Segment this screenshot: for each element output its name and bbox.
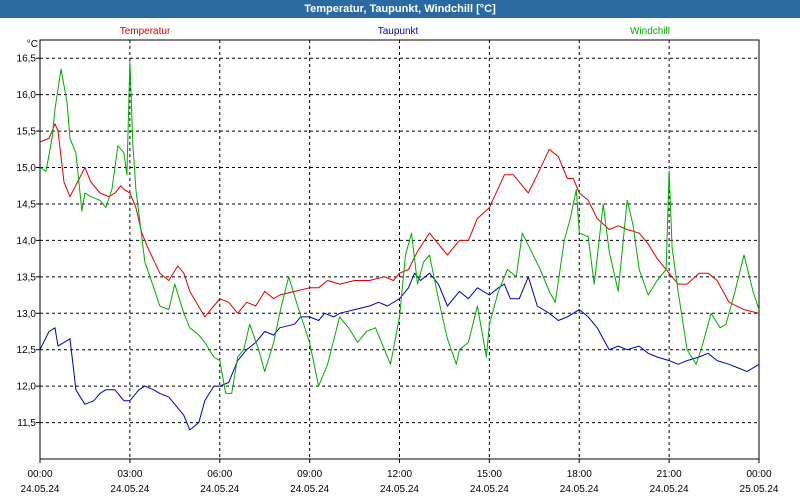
y-tick-label: 16,0 — [17, 90, 37, 101]
y-tick-label: 12,0 — [17, 382, 37, 393]
x-tick-time: 21:00 — [657, 469, 682, 480]
x-tick-date: 24.05.24 — [21, 484, 60, 495]
x-tick-date: 24.05.24 — [650, 484, 689, 495]
x-tick-time: 18:00 — [567, 469, 592, 480]
x-tick-time: 00:00 — [27, 469, 52, 480]
y-tick-label: 15,5 — [17, 127, 37, 138]
x-tick-time: 12:00 — [387, 469, 412, 480]
x-tick-date: 24.05.24 — [290, 484, 329, 495]
legend: Temperatur Taupunkt Windchill — [120, 26, 670, 37]
y-tick-label: 16,5 — [17, 54, 37, 65]
y-tick-label: 14,5 — [17, 199, 37, 210]
x-tick-time: 06:00 — [207, 469, 232, 480]
y-tick-label: 13,5 — [17, 272, 37, 283]
x-tick-date: 24.05.24 — [560, 484, 599, 495]
x-tick-date: 25.05.24 — [740, 484, 779, 495]
chart-title: Temperatur, Taupunkt, Windchill [°C] — [0, 0, 800, 18]
series-line-windchill — [39, 61, 760, 394]
y-tick-label: 13,0 — [17, 309, 37, 320]
y-tick-label: 14,0 — [17, 236, 37, 247]
series-layer — [39, 61, 760, 431]
legend-windchill: Windchill — [630, 26, 670, 37]
y-axis-unit: °C — [27, 39, 38, 50]
x-tick-time: 03:00 — [117, 469, 142, 480]
y-tick-label: 12,5 — [17, 345, 37, 356]
y-tick-label: 15,0 — [17, 163, 37, 174]
y-axis: 11,5 12,0 12,5 13,0 13,5 14,0 14,5 15,0 15,5 16,0… — [17, 39, 40, 429]
x-tick-time: 15:00 — [477, 469, 502, 480]
legend-taupunkt: Taupunkt — [378, 26, 419, 37]
x-tick-time: 00:00 — [746, 469, 771, 480]
grid — [40, 40, 759, 459]
x-tick-date: 24.05.24 — [470, 484, 509, 495]
x-tick-time: 09:00 — [297, 469, 322, 480]
x-axis: 00:00 24.05.24 03:00 24.05.24 06:00 24.05.24 0… — [21, 459, 779, 495]
x-tick-date: 24.05.24 — [200, 484, 239, 495]
x-tick-date: 24.05.24 — [380, 484, 419, 495]
series-line-taupunkt — [39, 272, 760, 431]
y-tick-label: 11,5 — [17, 418, 36, 429]
legend-temperatur: Temperatur — [120, 26, 171, 37]
x-tick-date: 24.05.24 — [110, 484, 149, 495]
series-line-temperatur — [39, 123, 760, 318]
